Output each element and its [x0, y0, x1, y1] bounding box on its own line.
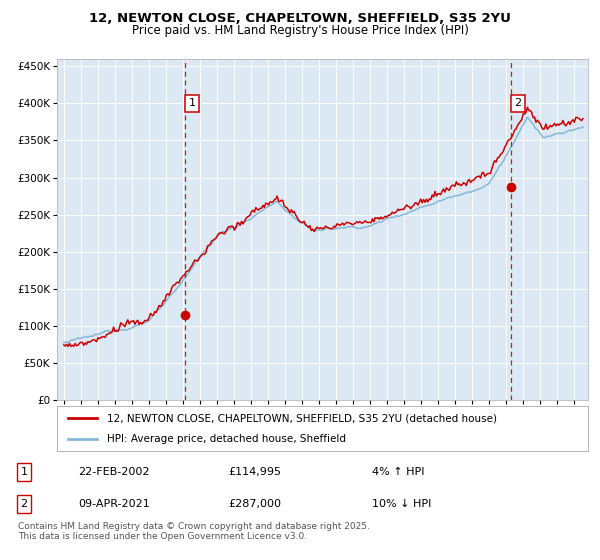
Text: 4% ↑ HPI: 4% ↑ HPI [372, 466, 425, 477]
Text: 09-APR-2021: 09-APR-2021 [78, 499, 150, 509]
Text: Contains HM Land Registry data © Crown copyright and database right 2025.
This d: Contains HM Land Registry data © Crown c… [18, 522, 370, 542]
Text: £287,000: £287,000 [228, 499, 281, 509]
Text: 1: 1 [188, 99, 196, 108]
Text: 12, NEWTON CLOSE, CHAPELTOWN, SHEFFIELD, S35 2YU (detached house): 12, NEWTON CLOSE, CHAPELTOWN, SHEFFIELD,… [107, 413, 497, 423]
Text: 10% ↓ HPI: 10% ↓ HPI [372, 499, 431, 509]
Text: 2: 2 [20, 499, 28, 509]
Text: 2: 2 [514, 99, 521, 108]
Text: 1: 1 [20, 466, 28, 477]
Text: 12, NEWTON CLOSE, CHAPELTOWN, SHEFFIELD, S35 2YU: 12, NEWTON CLOSE, CHAPELTOWN, SHEFFIELD,… [89, 12, 511, 25]
Text: HPI: Average price, detached house, Sheffield: HPI: Average price, detached house, Shef… [107, 433, 346, 444]
Text: £114,995: £114,995 [228, 466, 281, 477]
Text: 22-FEB-2002: 22-FEB-2002 [78, 466, 149, 477]
Text: Price paid vs. HM Land Registry's House Price Index (HPI): Price paid vs. HM Land Registry's House … [131, 24, 469, 36]
